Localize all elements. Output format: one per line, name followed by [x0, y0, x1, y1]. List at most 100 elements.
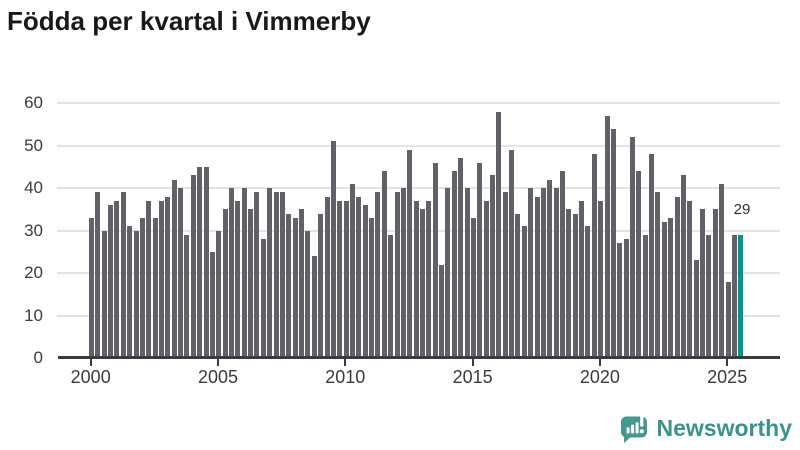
bar: [184, 234, 190, 358]
bar: [680, 175, 686, 358]
bar: [515, 213, 521, 358]
bar: [553, 188, 559, 358]
bar: [89, 217, 94, 358]
bar: [712, 209, 718, 358]
bar: [407, 149, 413, 358]
bar: [560, 171, 565, 358]
bar: [337, 200, 343, 358]
gridline: [57, 187, 780, 189]
bar: [133, 230, 139, 358]
bar: [489, 175, 495, 358]
bar: [668, 217, 674, 358]
newsworthy-logo-icon: [620, 413, 647, 443]
bar: [610, 128, 616, 358]
bar: [400, 188, 406, 358]
bar: [311, 256, 317, 358]
bar: [254, 192, 260, 358]
y-tick-label: 40: [24, 178, 43, 197]
bar: [388, 234, 394, 358]
bar: [477, 162, 483, 358]
y-tick-label: 30: [24, 220, 43, 240]
bar: [203, 166, 209, 358]
highlighted-bar: [738, 234, 744, 358]
y-tick-label: 50: [24, 135, 43, 155]
bar: [470, 217, 476, 358]
bar: [700, 209, 706, 358]
x-tick-label: 2020: [579, 367, 620, 387]
x-tick-mark: [217, 358, 219, 366]
bar: [273, 192, 279, 358]
bar: [719, 183, 725, 358]
bar: [687, 200, 693, 358]
bar: [190, 175, 196, 358]
bar: [540, 188, 546, 358]
bar: [292, 217, 298, 358]
bar: [260, 239, 266, 358]
x-tick-mark: [344, 358, 347, 366]
bar: [95, 192, 101, 358]
bar: [706, 234, 712, 358]
bar: [419, 209, 425, 358]
bar: [432, 162, 438, 358]
bar: [248, 209, 254, 358]
bar: [591, 154, 597, 358]
bar: [439, 264, 445, 358]
bar: [655, 192, 661, 358]
bar: [566, 209, 572, 358]
bar: [496, 111, 502, 358]
bar: [356, 196, 362, 358]
newsworthy-branding: Newsworthy: [619, 412, 792, 444]
bar: [235, 200, 241, 358]
bar: [572, 213, 578, 358]
bar: [343, 200, 349, 358]
bar: [458, 158, 464, 358]
x-tick-label: 2000: [70, 367, 111, 387]
bar: [451, 171, 457, 358]
bar: [579, 200, 585, 358]
bar: [152, 217, 158, 358]
bar: [159, 200, 164, 358]
gridline: [57, 102, 780, 104]
x-tick-label: 2015: [452, 367, 493, 387]
bar: [674, 196, 680, 358]
bar: [528, 188, 534, 358]
bar: [324, 196, 330, 358]
bar: [216, 230, 222, 358]
bar: [318, 213, 324, 358]
x-tick-label: 2010: [325, 367, 366, 387]
x-tick-mark: [471, 358, 474, 366]
bar: [585, 226, 591, 358]
y-tick-label: 20: [24, 263, 43, 282]
bar: [375, 192, 381, 358]
bar: [178, 188, 184, 358]
chart-title: Födda per kvartal i Vimmerby: [7, 6, 371, 36]
bar: [381, 171, 387, 358]
bar: [267, 188, 273, 358]
bar: [127, 226, 133, 358]
bar: [623, 239, 629, 358]
bar: [241, 188, 247, 358]
y-tick-label: 60: [24, 93, 43, 112]
bar: [661, 222, 667, 358]
bar: [229, 188, 235, 358]
x-tick-label: 2025: [707, 367, 748, 387]
x-tick-mark: [726, 358, 729, 366]
bar: [604, 115, 610, 358]
bar: [426, 200, 432, 358]
y-tick-label: 10: [24, 305, 43, 325]
bar: [305, 230, 311, 358]
bar: [114, 200, 120, 358]
y-tick-label: 0: [33, 348, 43, 367]
bar: [279, 192, 285, 358]
bar: [349, 183, 355, 358]
bar: [222, 209, 228, 358]
bar: [171, 179, 177, 358]
bar: [209, 251, 215, 358]
gridline: [57, 144, 780, 147]
bar: [394, 192, 400, 358]
bar: [369, 217, 375, 358]
bar: [286, 213, 292, 358]
bar: [101, 230, 107, 358]
bar: [636, 171, 642, 358]
